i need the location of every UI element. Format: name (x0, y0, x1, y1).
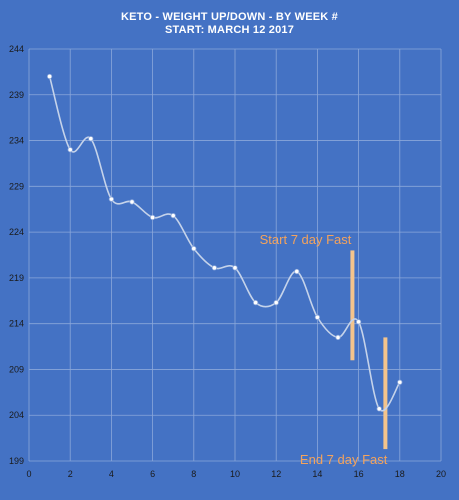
x-tick-label: 14 (312, 469, 322, 479)
annotation-start-fast: Start 7 day Fast (260, 232, 352, 247)
data-point (273, 300, 279, 306)
x-tick-label: 2 (68, 469, 73, 479)
y-tick-label: 244 (9, 44, 24, 54)
x-tick-label: 8 (191, 469, 196, 479)
data-point (170, 213, 176, 219)
x-tick-label: 10 (230, 469, 240, 479)
x-tick-label: 16 (354, 469, 364, 479)
data-point (150, 214, 156, 221)
x-tick-label: 20 (436, 469, 446, 479)
data-point (129, 199, 135, 205)
x-tick-label: 4 (109, 469, 114, 479)
data-point (294, 268, 300, 275)
fast-marker-bar (383, 337, 388, 450)
data-point (108, 196, 115, 202)
data-point (88, 136, 94, 142)
data-point (46, 73, 53, 80)
x-tick-label: 6 (150, 469, 155, 479)
fast-marker-bar (350, 250, 355, 361)
weight-series-line (48, 76, 401, 412)
y-tick-label: 224 (9, 227, 24, 237)
data-point (335, 334, 341, 340)
y-tick-label: 214 (9, 319, 24, 329)
x-tick-label: 0 (26, 469, 31, 479)
data-point (314, 314, 320, 320)
data-point (211, 265, 217, 271)
data-point (232, 265, 238, 271)
data-point (253, 300, 259, 306)
data-point (355, 319, 362, 325)
chart-subtitle: START: MARCH 12 2017 (164, 24, 295, 36)
data-point (191, 245, 197, 252)
data-point (376, 406, 382, 412)
y-tick-label: 199 (9, 456, 24, 466)
y-tick-label: 239 (9, 90, 24, 100)
data-point (397, 379, 403, 385)
y-tick-label: 204 (9, 410, 24, 420)
y-tick-label: 219 (9, 273, 24, 283)
x-tick-label: 18 (395, 469, 405, 479)
y-tick-label: 209 (9, 364, 24, 374)
annotation-end-fast: End 7 day Fast (300, 452, 388, 467)
data-point (67, 147, 73, 153)
y-tick-label: 234 (9, 136, 24, 146)
chart-title: KETO - WEIGHT UP/DOWN - BY WEEK # (120, 11, 339, 23)
x-tick-label: 12 (271, 469, 281, 479)
y-tick-label: 229 (9, 181, 24, 191)
